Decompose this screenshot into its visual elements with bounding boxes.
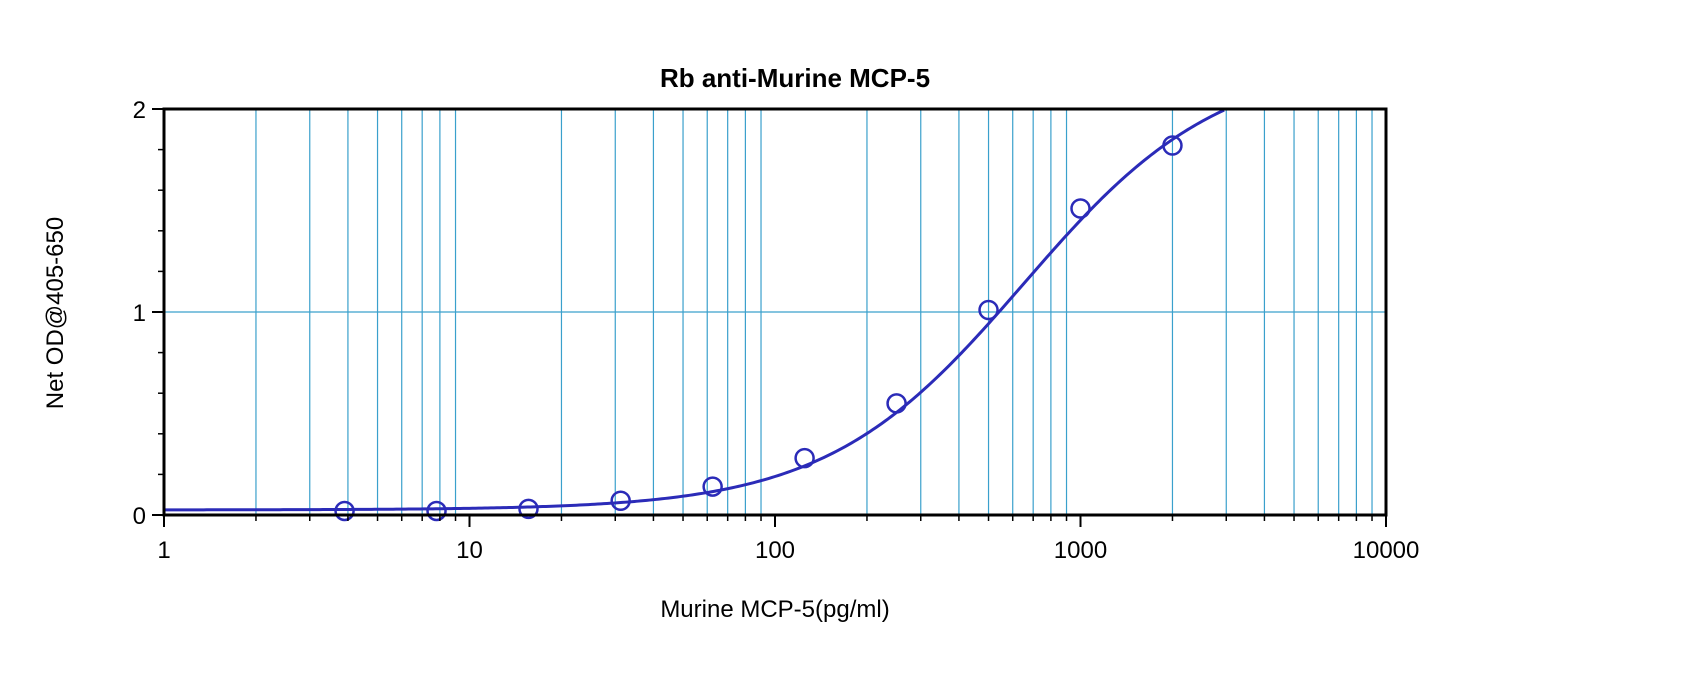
axis-ticks [152,108,1387,527]
grid-lines [164,109,1386,515]
data-point [702,476,723,497]
y-tick-label: 1 [133,300,146,327]
data-point [334,500,355,522]
x-tick-label: 100 [755,537,795,564]
x-tick-label: 1 [157,537,170,564]
y-tick-label: 0 [133,503,146,530]
data-points [334,135,1183,522]
data-point [426,500,447,522]
fit-curve-line [164,108,1225,512]
y-tick-labels: 0 1 2 [133,97,146,530]
x-axis-label: Murine MCP-5(pg/ml) [660,596,889,623]
x-tick-label: 10 [456,537,483,564]
y-axis-label: Net OD@405-650 [42,217,69,409]
data-point [1162,135,1183,156]
data-point [978,299,999,321]
x-tick-label: 1000 [1054,537,1107,564]
fit-curve [164,108,1225,512]
data-point [794,447,815,469]
data-point [518,498,539,520]
y-tick-label: 2 [133,97,146,124]
data-point [1070,198,1091,219]
x-tick-labels: 1 10 100 1000 10000 [157,537,1419,564]
chart-title: Rb anti-Murine MCP-5 [660,63,930,93]
data-point [610,490,631,512]
x-tick-label: 10000 [1353,537,1420,564]
data-point [886,393,907,414]
